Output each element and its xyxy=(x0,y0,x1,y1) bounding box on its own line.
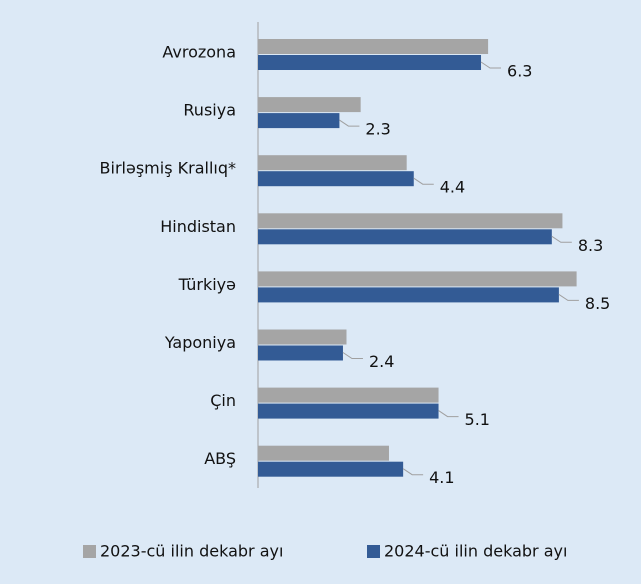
bar xyxy=(258,287,559,303)
bar xyxy=(258,213,563,229)
bar xyxy=(258,113,340,129)
legend-label: 2023-cü ilin dekabr ayı xyxy=(100,542,283,561)
value-label: 4.1 xyxy=(429,468,454,487)
category-label: Rusiya xyxy=(183,101,236,120)
leader-line xyxy=(438,410,459,418)
category-label: Türkiyə xyxy=(178,275,236,294)
leader-line xyxy=(339,119,360,127)
bar xyxy=(258,403,439,419)
value-label: 2.3 xyxy=(365,120,390,139)
bar xyxy=(258,271,577,287)
value-label: 8.5 xyxy=(585,294,610,313)
legend-swatch xyxy=(83,545,96,558)
bar xyxy=(258,445,389,461)
bar xyxy=(258,345,343,361)
value-label: 8.3 xyxy=(578,236,603,255)
category-label: Avrozona xyxy=(162,43,236,62)
leader-line xyxy=(558,293,579,301)
category-label: Çin xyxy=(210,391,236,410)
bar xyxy=(258,461,404,477)
leader-line xyxy=(551,235,572,243)
value-label: 2.4 xyxy=(369,352,394,371)
category-label: Birləşmiş Krallıq* xyxy=(100,159,236,178)
category-label: Hindistan xyxy=(160,217,236,236)
value-label: 6.3 xyxy=(507,62,532,81)
bar xyxy=(258,329,347,345)
bar xyxy=(258,171,414,187)
legend-swatch xyxy=(367,545,380,558)
leader-line xyxy=(342,352,363,359)
bar xyxy=(258,155,407,171)
bar xyxy=(258,39,489,54)
bar xyxy=(258,55,482,70)
category-label: Yaponiya xyxy=(164,333,236,352)
legend-label: 2024-cü ilin dekabr ayı xyxy=(384,542,567,561)
leader-line xyxy=(480,61,502,69)
value-label: 5.1 xyxy=(465,410,490,429)
bar xyxy=(258,97,361,113)
leader-line xyxy=(413,177,434,185)
bar xyxy=(258,387,439,403)
category-label: ABŞ xyxy=(204,449,236,468)
value-label: 4.4 xyxy=(440,178,465,197)
leader-line xyxy=(402,468,424,476)
bar xyxy=(258,229,552,245)
